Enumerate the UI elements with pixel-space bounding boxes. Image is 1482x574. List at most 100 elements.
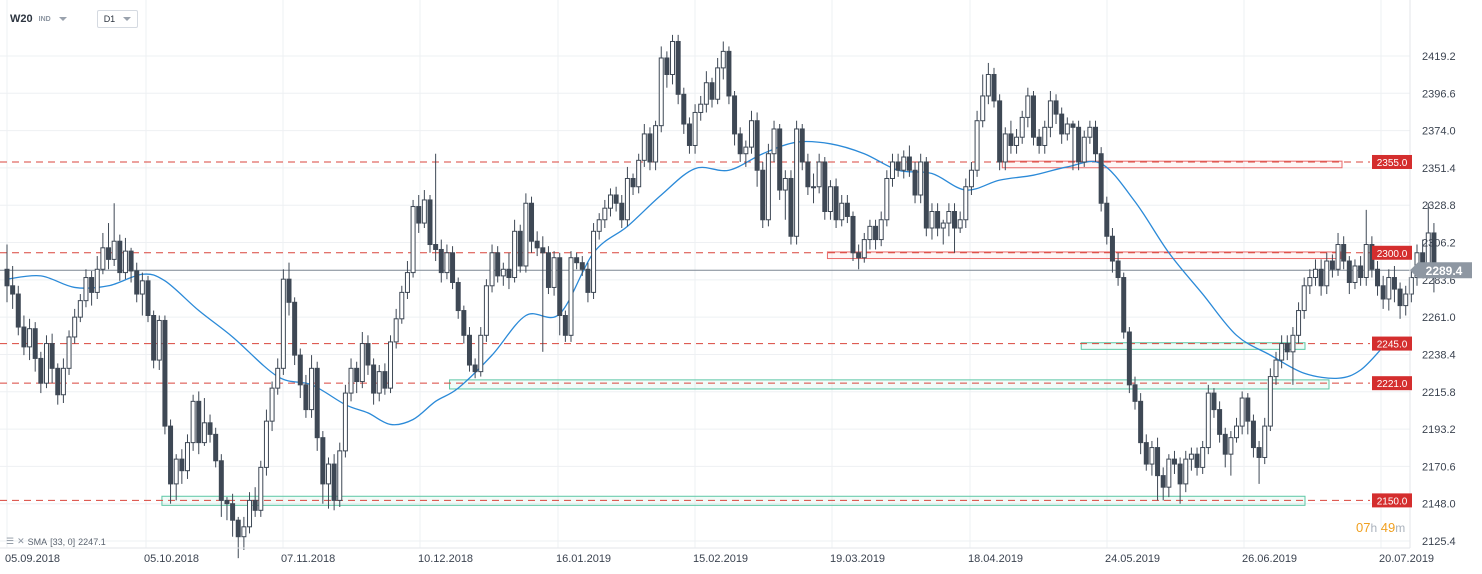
candle — [275, 358, 281, 395]
candle — [1296, 302, 1302, 344]
candle — [1318, 259, 1324, 296]
candle — [512, 219, 518, 283]
current-price-badge — [1410, 262, 1472, 279]
candle-body-up — [715, 67, 721, 100]
indicator-value: 2247.1 — [78, 536, 106, 547]
candle-body-down — [455, 281, 461, 312]
candle — [410, 199, 416, 278]
candle-body-up — [782, 177, 788, 191]
timer-minutes: 49 — [1380, 520, 1396, 535]
candle-body-down — [438, 248, 444, 274]
candle-body-up — [1002, 133, 1008, 163]
candle-body-up — [720, 50, 726, 69]
symbol-name[interactable]: W20 — [10, 13, 33, 25]
candle — [647, 127, 653, 171]
candle-body-down — [912, 169, 918, 196]
y-tick-label: 2374.0 — [1422, 126, 1456, 138]
candle — [771, 120, 777, 162]
candle-body-up — [309, 367, 315, 411]
y-tick-label: 2306.2 — [1422, 238, 1456, 250]
y-tick-label: 2419.2 — [1422, 51, 1456, 63]
candles-layer — [4, 34, 1437, 559]
candle — [309, 355, 315, 418]
candle — [478, 327, 484, 377]
level-badge-label: 2245.0 — [1377, 340, 1408, 351]
candle — [935, 203, 941, 237]
candle — [602, 199, 608, 229]
candle — [489, 244, 495, 293]
candle — [134, 262, 140, 303]
close-icon[interactable]: ✕ — [17, 536, 25, 546]
timeframe-value: D1 — [103, 14, 116, 24]
x-tick-label: 15.02.2019 — [693, 553, 748, 565]
candle-body-down — [21, 326, 27, 348]
candle-body-up — [523, 202, 529, 267]
candle — [952, 203, 958, 253]
candle-body-up — [1228, 437, 1234, 455]
candle-body-up — [280, 278, 286, 369]
candle-body-up — [1149, 447, 1155, 465]
candle-body-up — [641, 133, 647, 161]
candle — [292, 297, 298, 366]
candle-body-up — [985, 73, 991, 97]
candle — [726, 46, 732, 105]
current-price-label: 2289.4 — [1426, 264, 1463, 278]
resistance-zone — [1001, 160, 1343, 169]
y-tick-label: 2170.6 — [1422, 461, 1456, 473]
candle — [1155, 437, 1161, 501]
candle-body-up — [698, 103, 704, 113]
candle-body-down — [196, 400, 202, 444]
timer-hours-unit: h — [1370, 521, 1378, 535]
candle-body-down — [235, 519, 241, 538]
candle-body-down — [844, 202, 850, 217]
candle — [1279, 335, 1285, 369]
candle-body-up — [139, 280, 145, 295]
candle-body-down — [179, 458, 185, 472]
candle-body-down — [952, 211, 958, 229]
candle-body-up — [551, 257, 557, 288]
candle-body-down — [354, 367, 360, 383]
candle-body-down — [1375, 268, 1381, 287]
candle — [1053, 94, 1059, 125]
candle-body-up — [325, 463, 331, 485]
candle-body-down — [1346, 260, 1352, 283]
candle-body-down — [997, 100, 1003, 163]
candle — [218, 454, 224, 517]
candle-body-down — [303, 384, 309, 411]
candle-body-up — [861, 239, 867, 259]
candle — [100, 232, 106, 275]
candle-body-down — [1222, 433, 1228, 455]
candle — [788, 170, 794, 245]
candle — [376, 365, 382, 402]
candle — [1352, 259, 1358, 290]
candle — [534, 231, 540, 257]
candle — [658, 46, 664, 133]
x-tick-label: 20.07.2019 — [1379, 553, 1434, 565]
timeframe-selector[interactable]: D1 — [96, 10, 139, 28]
level-badge-label: 2221.0 — [1377, 379, 1408, 390]
candle-body-up — [1239, 397, 1245, 427]
symbol-chevron-down-icon[interactable] — [58, 17, 67, 21]
candle-body-down — [873, 225, 879, 241]
menu-icon[interactable]: ☰ — [6, 536, 15, 546]
candle — [1301, 277, 1307, 319]
axes-layer: 2419.22396.62374.02351.42328.82306.22283… — [0, 0, 1456, 565]
candle — [827, 180, 833, 220]
candle — [1380, 275, 1386, 309]
candle — [15, 285, 21, 336]
candle-body-up — [489, 252, 495, 287]
candle — [985, 62, 991, 105]
candle — [1194, 447, 1200, 476]
candle-body-up — [1042, 126, 1048, 146]
candle-body-down — [664, 57, 670, 75]
candle — [1358, 256, 1364, 286]
candle — [850, 211, 856, 262]
indicator-legend: ☰ ✕ SMA [33, 0] 2247.1 — [6, 536, 106, 547]
candle — [692, 104, 698, 154]
candle-body-up — [1386, 277, 1392, 300]
candle-body-up — [1014, 136, 1020, 146]
candle-body-up — [258, 466, 264, 511]
y-tick-label: 2148.0 — [1422, 499, 1456, 511]
candle-body-up — [839, 202, 845, 221]
